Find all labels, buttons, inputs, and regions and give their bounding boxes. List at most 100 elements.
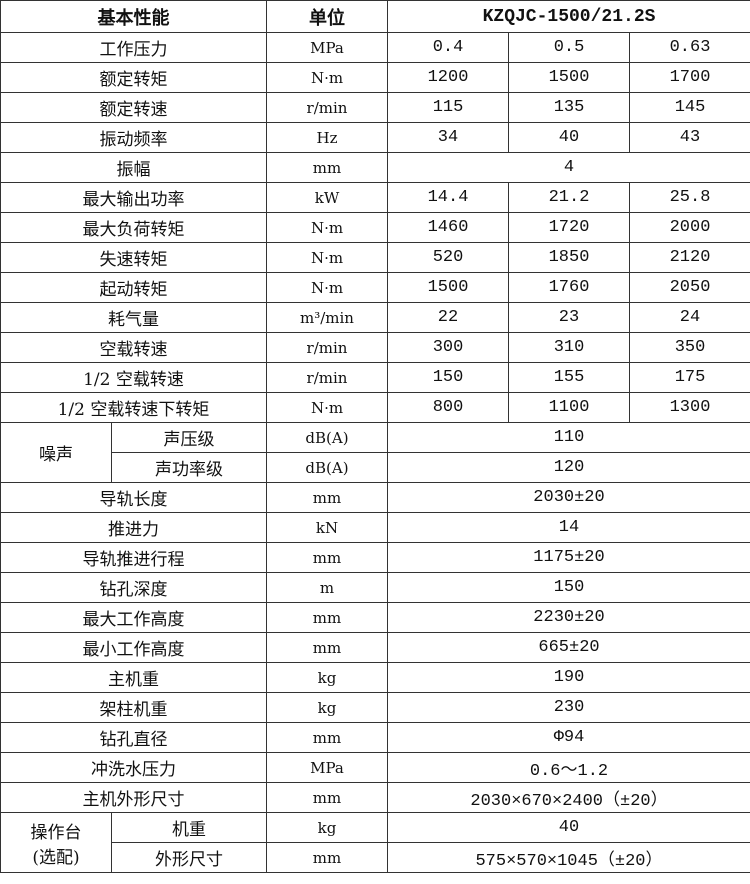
param-unit: N·m: [266, 242, 388, 273]
header-unit: 单位: [266, 0, 388, 33]
param-unit: r/min: [266, 362, 388, 393]
table-row: 冲洗水压力 MPa 0.6～1.2: [0, 752, 750, 783]
table-row: 声功率级 dB(A) 120: [1, 452, 750, 483]
param-unit: m³/min: [266, 302, 388, 333]
param-unit: mm: [266, 632, 388, 663]
param-value: 40: [386, 812, 750, 843]
param-value: 23: [508, 302, 630, 333]
param-value: 0.5: [508, 32, 630, 63]
param-name: 起动转矩: [0, 272, 267, 303]
param-name: 钻孔深度: [0, 572, 267, 603]
param-value: 1460: [387, 212, 509, 243]
param-name: 最小工作高度: [0, 632, 267, 663]
param-value: 175: [628, 362, 750, 393]
param-name: 导轨推进行程: [0, 542, 267, 573]
table-row: 工作压力 MPa 0.4 0.5 0.63: [0, 32, 750, 63]
param-unit: mm: [266, 782, 388, 813]
param-name: 振幅: [0, 152, 267, 183]
table-row: 推进力 kN 14: [0, 512, 750, 543]
table-row: 最大负荷转矩 N·m 1460 1720 2000: [0, 212, 750, 243]
param-unit: mm: [266, 722, 388, 753]
table-row: 振动频率 Hz 34 40 43: [0, 122, 750, 153]
param-value: Φ94: [386, 722, 750, 753]
param-name: 失速转矩: [0, 242, 267, 273]
param-value: 1175±20: [386, 542, 750, 573]
param-unit: Hz: [266, 122, 388, 153]
table-row: 导轨推进行程 mm 1175±20: [0, 542, 750, 573]
param-value: 14: [386, 512, 750, 543]
table-row: 1/2 空载转速 r/min 150 155 175: [0, 362, 750, 393]
param-value: 4: [386, 152, 750, 183]
param-value: 1100: [508, 392, 630, 423]
param-value: 2120: [628, 242, 750, 273]
param-unit: N·m: [266, 272, 388, 303]
table-row: 钻孔深度 m 150: [0, 572, 750, 603]
table-row: 导轨长度 mm 2030±20: [0, 482, 750, 513]
param-name: 振动频率: [0, 122, 267, 153]
param-value: 22: [387, 302, 509, 333]
param-value: 665±20: [386, 632, 750, 663]
param-value: 43: [628, 122, 750, 153]
param-value: 2030±20: [386, 482, 750, 513]
param-name: 主机重: [0, 662, 267, 693]
param-value: 110: [386, 422, 750, 453]
param-unit: MPa: [266, 32, 388, 63]
param-name: 架柱机重: [0, 692, 267, 723]
param-value: 520: [387, 242, 509, 273]
param-value: 2230±20: [386, 602, 750, 633]
table-row: 1/2 空载转速下转矩 N·m 800 1100 1300: [0, 392, 750, 423]
param-unit: kg: [266, 662, 388, 693]
table-row: 噪声 声压级 dB(A) 110: [0, 422, 750, 483]
param-unit: m: [266, 572, 388, 603]
table-row: 最大工作高度 mm 2230±20: [0, 602, 750, 633]
group-label: 噪声: [0, 422, 112, 483]
param-value: 150: [387, 362, 509, 393]
table-row: 主机重 kg 190: [0, 662, 750, 693]
param-unit: N·m: [266, 392, 388, 423]
group-label-line1: 操作台: [30, 822, 82, 843]
param-value: 34: [387, 122, 509, 153]
param-value: 115: [387, 92, 509, 123]
param-value: 1500: [387, 272, 509, 303]
param-value: 1700: [628, 62, 750, 93]
param-name: 声功率级: [111, 452, 267, 483]
param-name: 钻孔直径: [0, 722, 267, 753]
param-unit: dB(A): [266, 452, 388, 483]
header-performance: 基本性能: [0, 0, 267, 33]
table-row: 振幅 mm 4: [0, 152, 750, 183]
param-value: 350: [628, 332, 750, 363]
table-row: 操作台 (选配) 机重 kg 40: [0, 812, 750, 873]
param-value: 230: [386, 692, 750, 723]
param-unit: mm: [266, 842, 388, 873]
param-unit: kg: [266, 812, 388, 843]
table-row: 最小工作高度 mm 665±20: [0, 632, 750, 663]
param-value: 1200: [387, 62, 509, 93]
param-value: 2000: [628, 212, 750, 243]
header-model: KZQJC-1500/21.2S: [386, 0, 750, 33]
param-value: 2030×670×2400（±20）: [386, 782, 750, 813]
param-value: 310: [508, 332, 630, 363]
param-unit: dB(A): [266, 422, 388, 453]
param-value: 1300: [628, 392, 750, 423]
param-value: 575×570×1045（±20）: [386, 842, 750, 873]
param-value: 145: [628, 92, 750, 123]
table-row: 主机外形尺寸 mm 2030×670×2400（±20）: [0, 782, 750, 813]
param-value: 40: [508, 122, 630, 153]
table-row: 外形尺寸 mm 575×570×1045（±20）: [1, 842, 750, 873]
param-name: 1/2 空载转速下转矩: [0, 392, 267, 423]
param-unit: MPa: [266, 752, 388, 783]
param-name: 最大工作高度: [0, 602, 267, 633]
param-value: 155: [508, 362, 630, 393]
param-value: 135: [508, 92, 630, 123]
param-value: 0.4: [387, 32, 509, 63]
table-row: 失速转矩 N·m 520 1850 2120: [0, 242, 750, 273]
param-value: 0.6～1.2: [386, 752, 750, 783]
param-value: 25.8: [628, 182, 750, 213]
param-value: 21.2: [508, 182, 630, 213]
table-row: 耗气量 m³/min 22 23 24: [0, 302, 750, 333]
param-value: 0.63: [628, 32, 750, 63]
table-row: 钻孔直径 mm Φ94: [0, 722, 750, 753]
param-name: 工作压力: [0, 32, 267, 63]
table-row: 额定转速 r/min 115 135 145: [0, 92, 750, 123]
param-unit: r/min: [266, 332, 388, 363]
